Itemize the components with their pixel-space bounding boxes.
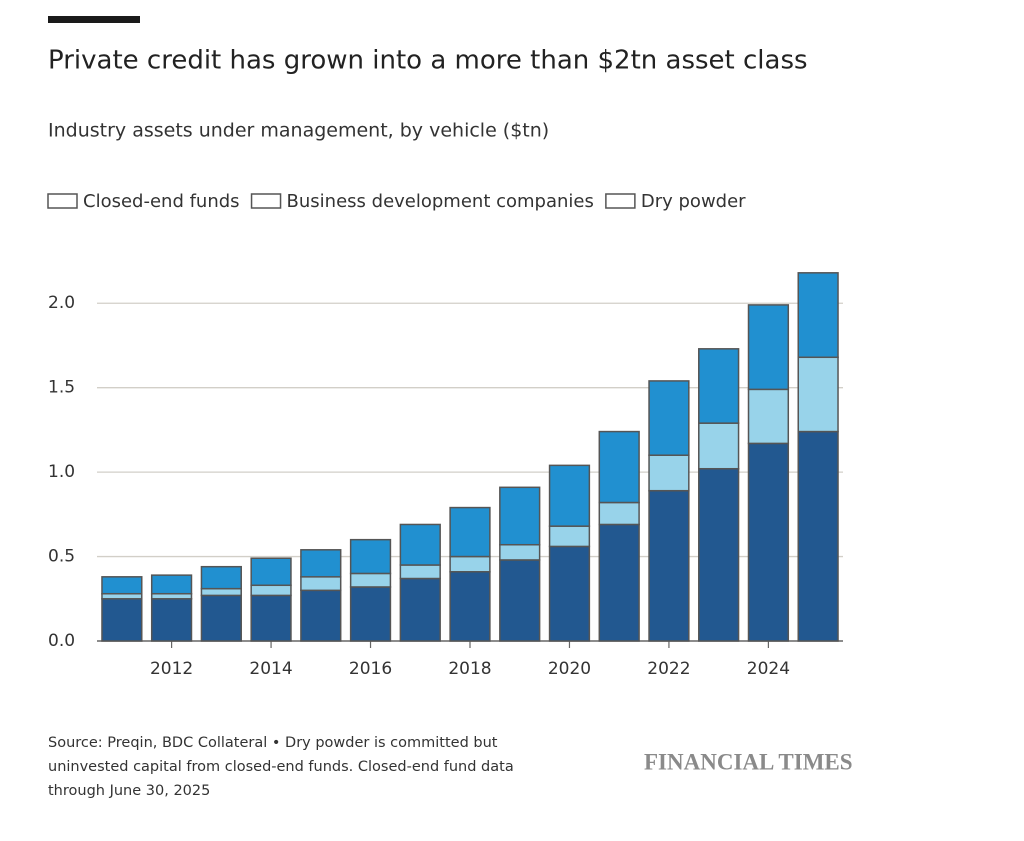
bar-segment [449,506,491,558]
chart-title: Private credit has grown into a more tha… [48,46,808,76]
x-tick-label: 2012 [150,659,193,679]
bar-segment [150,574,193,595]
bar-segment [797,430,839,642]
bar-segment [499,486,541,546]
bar-segment [648,454,690,492]
bar-segment [449,555,491,573]
bar-segment [200,594,242,642]
x-tick-label: 2022 [647,659,690,679]
legend-swatch [250,193,282,209]
bar-segment [101,592,143,600]
bar-segment [698,467,740,642]
bar-segment [449,571,491,642]
bar-segment [598,501,640,526]
x-tick-label: 2024 [747,659,790,679]
bar-segment [598,523,640,642]
bar-segment [300,549,342,578]
brand: FINANCIAL TIMES [644,749,853,774]
bar-segment [200,587,242,597]
source-note: Source: Preqin, BDC Collateral • Dry pow… [48,735,498,751]
x-tick-label: 2020 [548,659,591,679]
legend-swatch [47,193,78,209]
y-tick-label: 1.0 [48,462,75,482]
bar-segment [499,559,541,642]
bar-segment [349,538,392,575]
bar-segment [300,576,342,592]
bar-segment [648,489,690,642]
bar-segment [250,557,292,587]
bar-segment [747,304,790,391]
bar-segment [300,589,342,642]
bar-segment [797,356,839,433]
bar-segment [349,572,392,588]
bar-segment [200,565,242,590]
bar-segment [399,564,441,580]
bar-segment [548,545,591,642]
bar-segment [598,430,640,504]
top-rule [48,16,140,23]
x-tick-label: 2016 [349,659,392,679]
bar-segment [548,525,591,548]
bar-segment [150,598,193,642]
legend-label: Dry powder [641,191,746,212]
bar-segment [698,348,740,424]
y-tick-label: 0.0 [48,631,75,651]
source-note: through June 30, 2025 [48,783,210,799]
source-note: uninvested capital from closed-end funds… [48,759,514,775]
bar-segment [797,272,839,359]
bar-segment [698,422,740,470]
bar-segment [648,380,690,456]
bar-segment [399,577,441,642]
bar-segment [150,592,193,600]
bar-segment [747,442,790,642]
chart-subtitle: Industry assets under management, by veh… [48,120,549,142]
x-tick-label: 2018 [448,659,491,679]
bar-segment [747,388,790,445]
y-tick-label: 1.5 [48,378,75,398]
bar-segment [250,584,292,597]
bar-segment [399,523,441,566]
bar-segment [499,543,541,561]
bar-segment [250,594,292,642]
bar-segment [548,464,591,527]
bar-segment [101,576,143,595]
legend-label: Closed-end funds [83,191,240,212]
y-tick-label: 2.0 [48,293,75,313]
bar-segment [101,598,143,642]
bar-segment [349,586,392,642]
x-tick-label: 2014 [249,659,292,679]
legend-label: Business development companies [287,191,594,212]
legend-swatch [605,193,636,209]
y-tick-label: 0.5 [48,547,75,567]
